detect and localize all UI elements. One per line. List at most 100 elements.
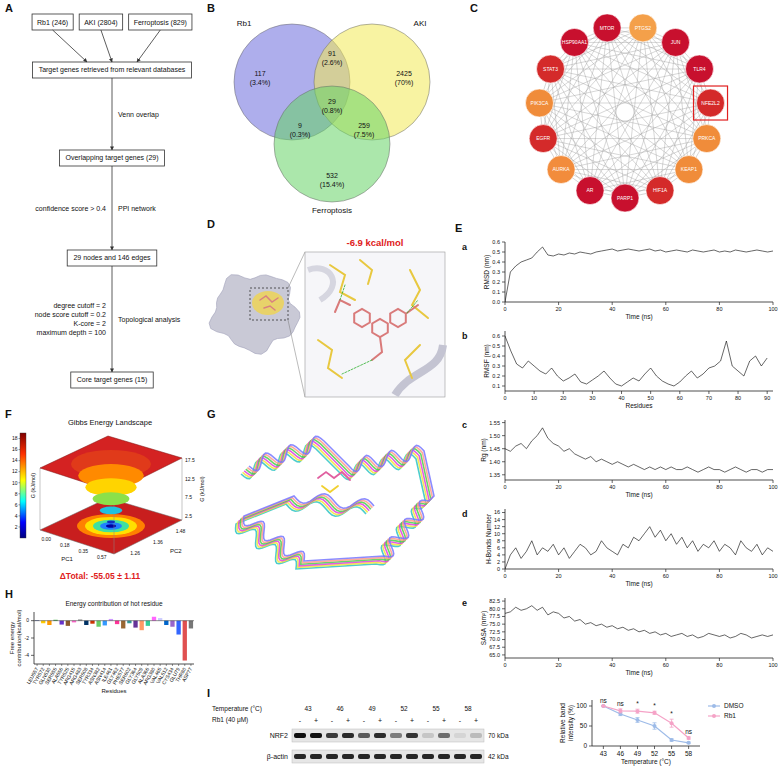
x-tick-label: 40: [609, 573, 615, 579]
y-tick: [502, 519, 505, 520]
plot-area: [505, 428, 773, 472]
y-tick-label: 72.5: [489, 629, 500, 635]
colorbar-tick: [19, 526, 21, 527]
residue-stick: [410, 270, 428, 318]
network-edge: [574, 42, 660, 190]
x-axis-title: Residues: [625, 402, 653, 409]
network-edge: [561, 69, 699, 170]
blot-row-label: NRF2: [270, 732, 288, 739]
marker: [635, 718, 639, 722]
network-edge: [539, 103, 706, 139]
venn-set-label: Ferroptosis: [312, 206, 352, 215]
bar: [189, 621, 193, 629]
network-edge: [625, 28, 643, 198]
h-bond: [340, 285, 345, 300]
zero-line: [34, 620, 194, 621]
x-tick: [172, 664, 173, 666]
bar: [109, 619, 113, 621]
x-tick: [184, 664, 185, 666]
ligand-stick: [322, 486, 338, 492]
x-tick-label: 60: [663, 306, 669, 312]
bar: [158, 618, 162, 621]
x-axis: [505, 658, 773, 659]
y-tick-label: 6: [497, 545, 500, 551]
panel-letter: I: [207, 687, 210, 699]
y-tick: [502, 376, 505, 377]
blot-treatment: +: [378, 717, 382, 724]
flow-source-text: AKI (2804): [84, 19, 117, 27]
bar: [121, 621, 125, 629]
figure: ABCDEFGHIRb1 (246)AKI (2804)Ferroptosis …: [0, 0, 784, 775]
y-axis: [505, 331, 506, 391]
loading-band: [342, 754, 354, 759]
delta-total: ΔTotal: -55.05 ± 1.11: [60, 571, 141, 581]
y-axis-label: PC2: [170, 548, 182, 554]
x-tick-label: 0: [503, 484, 506, 490]
network-edge: [561, 169, 689, 170]
bar: [127, 621, 131, 624]
flow-source-text: Ferroptosis (829): [134, 19, 187, 27]
network-node-label: PRKCA: [698, 135, 716, 141]
network-edge: [574, 42, 590, 190]
x-tick-label: 30: [589, 395, 595, 401]
blot-row-label: β-actin: [267, 753, 288, 761]
flow-box: [32, 62, 191, 78]
loading-band: [326, 754, 338, 759]
arrow: [112, 78, 113, 150]
x-tick-label: 43: [600, 750, 608, 757]
error-bar: [687, 737, 691, 739]
landscape-edge: [40, 468, 41, 530]
flow-box: [60, 150, 165, 166]
network-edge: [643, 28, 711, 103]
y-tick: [502, 654, 505, 655]
arrow: [112, 166, 113, 250]
x-tick: [74, 664, 75, 666]
colorbar-tick-label: 6: [15, 502, 18, 508]
landscape-title: Gibbs Energy Landscape: [68, 418, 152, 427]
y-tick-label: 82.5: [489, 598, 500, 604]
y-tick-label: 10: [494, 531, 500, 537]
chart-line: 0246810121416020406080100Time (ns)H-Bond…: [462, 509, 778, 588]
flow-edge-label: Topological analysis: [118, 316, 181, 324]
colorbar-tick-label: 4: [15, 513, 18, 519]
venn-count: 259: [358, 122, 370, 129]
network-node: [662, 28, 690, 56]
y-tick: [502, 601, 505, 602]
flow-box-text: Core target genes (15): [77, 376, 147, 384]
venn-set: [274, 86, 390, 202]
binding-pocket: [252, 291, 284, 315]
x-tick-label: 20: [560, 395, 566, 401]
ligand-stick: [335, 300, 350, 312]
chart-bar: -4-20LEU557TYR572GLN530SER555ALA556TYR52…: [9, 600, 194, 694]
y-tick: [502, 624, 505, 625]
arrow: [53, 30, 87, 62]
x-tick: [43, 664, 44, 666]
y-tick-label: 0.4: [492, 353, 500, 359]
funnel-level: [93, 492, 130, 505]
bar: [176, 621, 180, 635]
network-node-label: KEAP1: [681, 166, 697, 172]
colorbar-tick-label: 18: [12, 435, 18, 441]
y-tick-label: 75.0: [489, 621, 500, 627]
x-tick: [123, 664, 124, 666]
marker: [653, 724, 657, 728]
x-tick: [67, 664, 68, 666]
legend-swatch: [712, 704, 716, 708]
blot-band: [310, 733, 322, 738]
text-line: contribution(kcal/mol): [16, 609, 22, 666]
ligand-ring: [390, 309, 406, 327]
network-node: [537, 55, 565, 83]
structure-trace: [242, 438, 432, 563]
panel-letter: B: [207, 2, 215, 14]
plot-area: [35, 617, 193, 661]
network-edge: [590, 28, 643, 191]
marker: [653, 711, 657, 715]
y-tick: [502, 435, 505, 436]
y-tick: [502, 647, 505, 648]
residue-stick: [360, 260, 372, 284]
flow-edge-label: degree cutoff = 2: [53, 302, 106, 310]
blot-band: [406, 733, 418, 738]
loading-band: [294, 754, 306, 759]
significance-label: ns: [617, 700, 625, 707]
network-node: [593, 14, 621, 42]
